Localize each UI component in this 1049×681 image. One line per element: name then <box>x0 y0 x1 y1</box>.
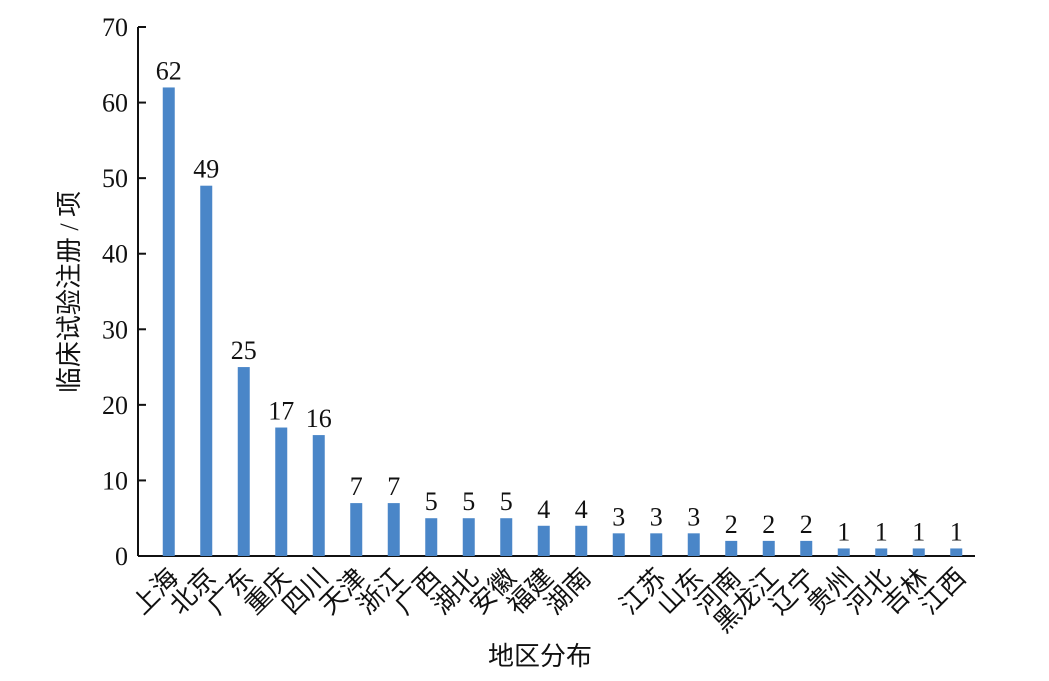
bar <box>500 518 513 556</box>
bar <box>275 427 288 556</box>
bar <box>537 525 550 556</box>
value-label: 1 <box>875 517 888 546</box>
bar <box>200 185 213 556</box>
value-label: 4 <box>575 495 588 524</box>
y-tick-label: 50 <box>102 164 128 193</box>
y-tick-label: 30 <box>102 315 128 344</box>
bar <box>875 548 888 556</box>
bar <box>762 540 775 556</box>
value-label: 2 <box>762 510 775 539</box>
bar <box>912 548 925 556</box>
value-label: 16 <box>306 404 332 433</box>
value-label: 62 <box>156 56 182 85</box>
value-label: 2 <box>725 510 738 539</box>
bar <box>162 87 175 556</box>
value-label: 4 <box>537 495 550 524</box>
y-tick-label: 0 <box>115 542 128 571</box>
bar <box>462 518 475 556</box>
value-label: 3 <box>687 502 700 531</box>
value-label: 1 <box>950 517 963 546</box>
value-label: 5 <box>462 487 475 516</box>
bar <box>312 435 325 556</box>
value-label: 25 <box>231 336 257 365</box>
bar <box>575 525 588 556</box>
bar <box>950 548 963 556</box>
value-label: 17 <box>268 397 294 426</box>
bar <box>800 540 813 556</box>
value-label: 5 <box>500 487 513 516</box>
value-label: 7 <box>387 472 400 501</box>
bar <box>687 533 700 556</box>
y-tick-label: 20 <box>102 391 128 420</box>
value-label: 7 <box>350 472 363 501</box>
value-label: 1 <box>912 517 925 546</box>
x-axis-label: 地区分布 <box>488 642 592 671</box>
value-label: 1 <box>837 517 850 546</box>
bar <box>237 367 250 556</box>
x-tick-label: 江西 <box>914 563 971 620</box>
y-tick-label: 10 <box>102 466 128 495</box>
x-tick-label: 湖南 <box>539 563 596 620</box>
value-label: 49 <box>193 155 219 184</box>
bar <box>350 503 363 556</box>
y-tick-label: 70 <box>102 13 128 42</box>
value-label: 2 <box>800 510 813 539</box>
bar <box>612 533 625 556</box>
y-tick-label: 40 <box>102 240 128 269</box>
bar <box>837 548 850 556</box>
y-tick-label: 60 <box>102 89 128 118</box>
value-label: 3 <box>612 502 625 531</box>
bar <box>725 540 738 556</box>
y-axis-label: 临床试验注册 / 项 <box>55 191 84 393</box>
bar <box>387 503 400 556</box>
bar <box>425 518 438 556</box>
value-label: 3 <box>650 502 663 531</box>
bar <box>650 533 663 556</box>
value-label: 5 <box>425 487 438 516</box>
